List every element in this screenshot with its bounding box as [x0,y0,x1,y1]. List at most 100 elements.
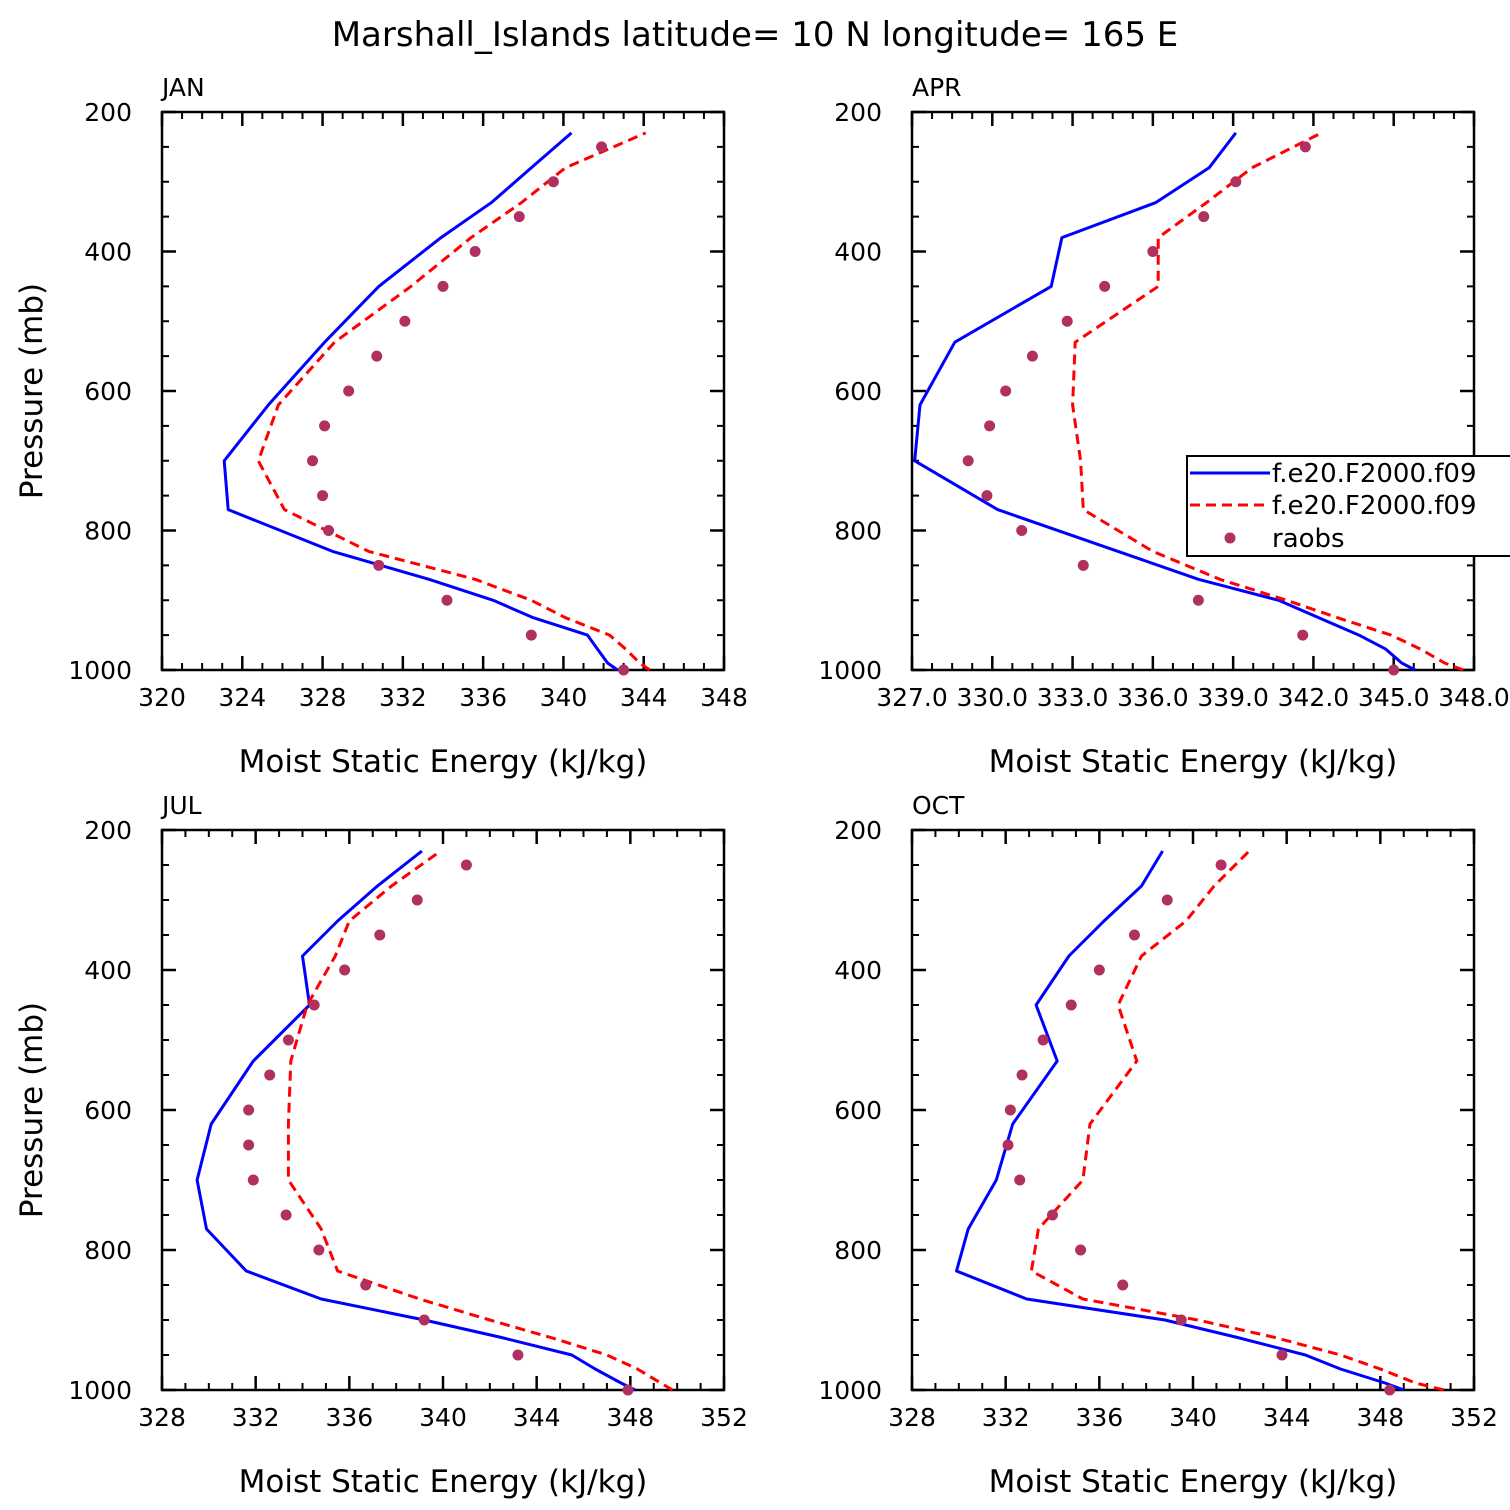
panels: JAN 320 324 328 332 336 340 344 348 200 400 600 800 1… [14,73,1510,1500]
x-tick-label: 332 [379,683,427,712]
legend-label: f.e20.F2000.f09 [1272,459,1477,489]
y-tick-label: 600 [84,377,132,406]
model-line-solid [955,850,1405,1392]
x-tick-label: 340 [419,1403,467,1432]
obs-point [1192,594,1204,606]
x-tick-label: 330.0 [956,683,1028,712]
obs-point [308,999,320,1011]
y-tick-label: 600 [84,1096,132,1125]
x-axis-title: Moist Static Energy (kJ/kg) [239,744,648,780]
model-line-dashed [286,849,674,1392]
obs-point [373,559,385,571]
y-tick-label: 400 [834,956,882,985]
x-tick-label: 352 [1450,1403,1498,1432]
obs-point [411,894,423,906]
obs-point [547,176,559,188]
legend-label: f.e20.F2000.f09 [1272,491,1477,521]
panel-label: OCT [912,791,965,820]
x-tick-label: 328 [138,1403,186,1432]
obs-point [1230,176,1242,188]
obs-point [243,1139,255,1151]
obs-point [1026,350,1038,362]
obs-point [247,1174,259,1186]
obs-point [1093,964,1105,976]
obs-point [343,385,355,397]
y-tick-label: 800 [84,517,132,546]
legend-label: raobs [1272,524,1345,554]
x-tick-label: 340 [540,683,588,712]
obs-point [360,1279,372,1291]
obs-point [441,594,453,606]
obs-point [1000,385,1012,397]
x-tick-label: 336 [459,683,507,712]
model-line-solid [195,849,636,1392]
panel-oct: OCT 328 332 336 340 344 348 352 200 400 600 800 1000… [818,791,1497,1500]
obs-point [1099,280,1111,292]
y-tick-label: 600 [834,1096,882,1125]
obs-point [374,929,386,941]
obs-point [243,1104,255,1116]
obs-point [339,964,351,976]
obs-point [984,420,996,432]
x-tick-label: 336 [1075,1403,1123,1432]
obs-point [1065,999,1077,1011]
obs-point [512,1349,524,1361]
x-tick-label: 324 [218,683,266,712]
y-tick-label: 800 [834,1236,882,1265]
obs-point [1047,1209,1058,1221]
obs-point [418,1314,430,1326]
plot-frame [910,110,1476,672]
x-tick-label: 333.0 [1037,683,1109,712]
obs-point [1299,141,1311,153]
y-tick-label: 1000 [68,656,132,685]
obs-point [280,1209,292,1221]
x-tick-label: 344 [1263,1403,1311,1432]
obs-point [307,455,319,467]
x-tick-label: 328 [888,1403,936,1432]
obs-point [1175,1314,1187,1326]
x-tick-label: 342.0 [1278,683,1350,712]
y-tick-label: 400 [834,238,882,267]
obs-point [513,211,525,223]
x-tick-label: 348 [606,1403,654,1432]
panel-jan: JAN 320 324 328 332 336 340 344 348 200 400 600 800 1… [14,73,748,780]
obs-point [1215,859,1227,871]
obs-point [962,455,974,467]
obs-point [371,350,383,362]
obs-point [981,490,993,502]
obs-point [1016,525,1028,536]
obs-point [1388,664,1400,676]
obs-point [282,1034,294,1046]
x-tick-label: 320 [138,683,186,712]
obs-point [622,1384,634,1396]
panel-apr: APR 327.0 330.0 333.0 336.0 339.0 342.0 345.0 34… [818,73,1510,780]
x-tick-label: 340 [1169,1403,1217,1432]
panel-jul: JUL 328 332 336 340 344 348 352 200 400 600 800 1000… [14,791,748,1500]
obs-point [1198,211,1210,223]
obs-point [437,280,449,292]
obs-point [319,420,331,432]
y-tick-label: 200 [834,98,882,127]
obs-point [1037,1034,1049,1046]
y-tick-label: 400 [84,956,132,985]
panel-label: APR [912,73,962,102]
obs-point [1384,1384,1396,1396]
y-tick-label: 800 [834,517,882,546]
x-tick-label: 332 [982,1403,1030,1432]
obs-point [317,490,329,502]
x-tick-label: 348 [700,683,748,712]
y-tick-label: 800 [84,1236,132,1265]
x-tick-label: 345.0 [1358,683,1430,712]
x-tick-label: 332 [232,1403,280,1432]
x-tick-label: 352 [700,1403,748,1432]
obs-point [1276,1349,1288,1361]
obs-point [313,1244,325,1256]
x-tick-label: 328 [299,683,347,712]
panel-label: JAN [160,73,205,102]
y-tick-label: 1000 [818,1376,882,1405]
obs-point [1075,1244,1087,1256]
panel-label: JUL [160,791,202,820]
y-tick-label: 1000 [68,1376,132,1405]
